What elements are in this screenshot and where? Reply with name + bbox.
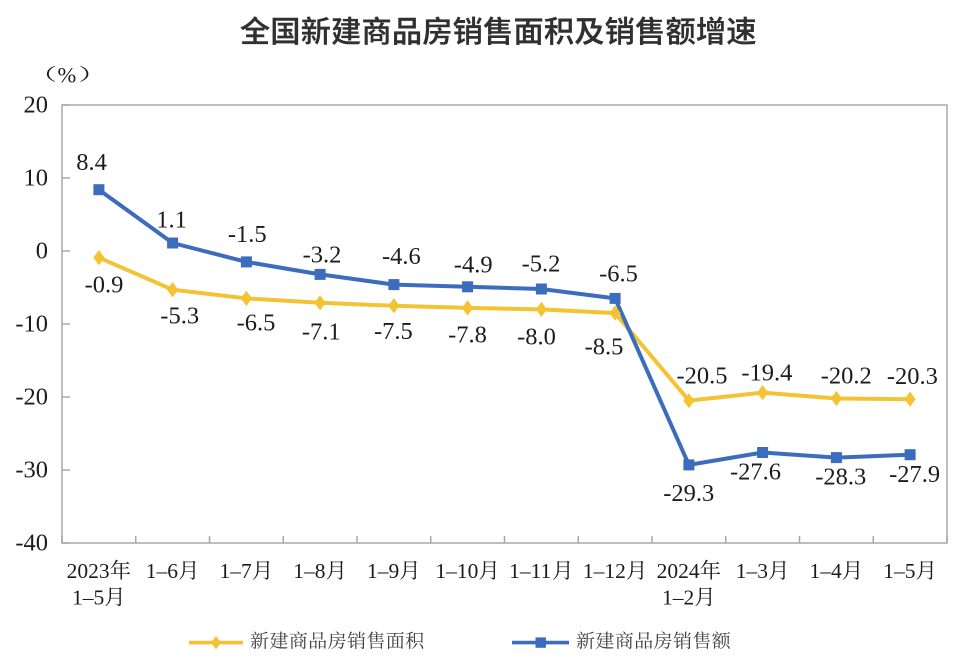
svg-text:2024: 2024 bbox=[657, 559, 700, 583]
svg-text:-27.6: -27.6 bbox=[730, 459, 781, 486]
svg-text:-7.1: -7.1 bbox=[302, 319, 341, 346]
svg-text:-27.9: -27.9 bbox=[889, 461, 940, 488]
svg-text:-0.9: -0.9 bbox=[85, 272, 124, 299]
svg-text:8.4: 8.4 bbox=[76, 149, 107, 176]
svg-text:1–11: 1–11 bbox=[509, 559, 551, 583]
svg-text:1–8: 1–8 bbox=[293, 559, 325, 583]
svg-text:0: 0 bbox=[36, 238, 48, 265]
svg-text:-4.6: -4.6 bbox=[382, 243, 421, 270]
svg-text:1–5: 1–5 bbox=[72, 586, 104, 610]
svg-text:-7.8: -7.8 bbox=[448, 322, 487, 349]
svg-text:-29.3: -29.3 bbox=[663, 480, 714, 507]
svg-text:-19.4: -19.4 bbox=[741, 360, 792, 387]
svg-text:1.1: 1.1 bbox=[156, 207, 187, 234]
svg-text:-4.9: -4.9 bbox=[454, 251, 493, 278]
svg-text:-3.2: -3.2 bbox=[303, 242, 342, 269]
svg-text:-40: -40 bbox=[15, 530, 48, 557]
svg-text:1–7: 1–7 bbox=[220, 559, 253, 583]
svg-text:-6.5: -6.5 bbox=[237, 310, 276, 337]
svg-text:-6.5: -6.5 bbox=[599, 261, 638, 288]
svg-text:-10: -10 bbox=[15, 311, 48, 338]
svg-text:2023: 2023 bbox=[67, 559, 110, 583]
svg-text:-30: -30 bbox=[15, 457, 48, 484]
svg-text:1–12: 1–12 bbox=[583, 559, 626, 583]
svg-text:-1.5: -1.5 bbox=[228, 221, 267, 248]
svg-text:-8.5: -8.5 bbox=[585, 334, 624, 361]
svg-text:-28.3: -28.3 bbox=[815, 463, 866, 490]
svg-text:-20.2: -20.2 bbox=[821, 363, 872, 390]
svg-text:1–9: 1–9 bbox=[367, 559, 399, 583]
svg-text:1–5: 1–5 bbox=[883, 559, 915, 583]
svg-text:%: % bbox=[58, 62, 77, 87]
svg-text:-20: -20 bbox=[15, 384, 48, 411]
svg-text:-7.5: -7.5 bbox=[374, 318, 413, 345]
svg-text:-20.5: -20.5 bbox=[676, 362, 727, 389]
svg-text:1–10: 1–10 bbox=[435, 559, 478, 583]
svg-text:1–3: 1–3 bbox=[736, 559, 768, 583]
svg-text:10: 10 bbox=[24, 165, 49, 192]
svg-text:1–2: 1–2 bbox=[662, 586, 694, 610]
svg-text:1–4: 1–4 bbox=[810, 559, 843, 583]
svg-text:-8.0: -8.0 bbox=[517, 324, 556, 351]
svg-text:20: 20 bbox=[24, 92, 49, 119]
svg-text:-5.2: -5.2 bbox=[522, 250, 561, 277]
svg-text:-5.3: -5.3 bbox=[160, 303, 199, 330]
svg-text:-20.3: -20.3 bbox=[887, 363, 938, 390]
svg-text:1–6: 1–6 bbox=[146, 559, 179, 583]
